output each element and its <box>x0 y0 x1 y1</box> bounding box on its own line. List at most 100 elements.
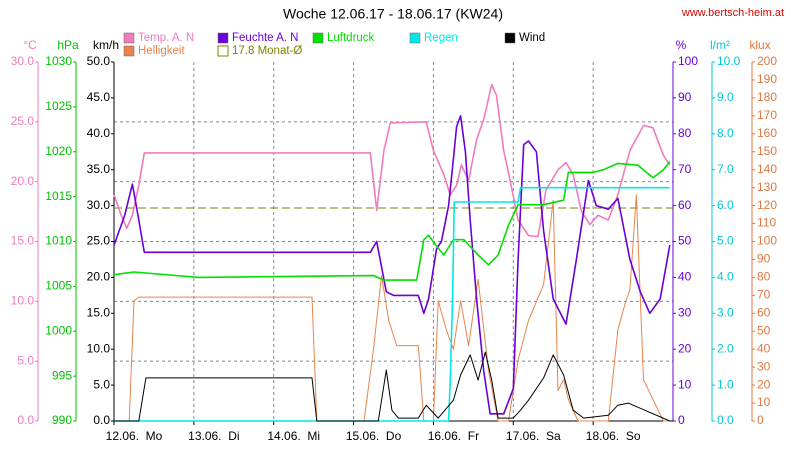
y-tick-label: 1005 <box>45 279 72 293</box>
y-tick-label: 1030 <box>45 54 72 68</box>
chart-title: Woche 12.06.17 - 18.06.17 (KW24) <box>283 6 503 22</box>
x-tick-label: 15.06. Do <box>346 429 402 443</box>
legend-swatch <box>123 45 135 57</box>
legend-swatch <box>217 45 229 57</box>
legend-label: Temp. A. N <box>138 32 194 44</box>
y-tick-label: 30.0 <box>87 198 111 212</box>
y-tick-label: 90 <box>757 252 771 266</box>
y-tick-label: 110 <box>757 216 776 230</box>
y-tick-label: 10.0 <box>87 341 111 355</box>
y-tick-label: 170 <box>757 108 777 122</box>
y-tick-label: 0 <box>757 413 764 427</box>
y-tick-label: 40 <box>678 270 692 284</box>
y-tick-label: 100 <box>757 234 777 248</box>
y-tick-label: 1020 <box>45 144 72 158</box>
y-tick-label: 5.0 <box>17 353 34 367</box>
y-tick-label: 35.0 <box>87 162 111 176</box>
y-tick-label: 7.0 <box>717 162 734 176</box>
y-tick-label: 10 <box>678 377 692 391</box>
y-tick-label: 1015 <box>45 189 72 203</box>
series-line <box>113 83 671 238</box>
legend-label: Luftdruck <box>327 32 375 44</box>
y-tick-label: 200 <box>757 54 777 68</box>
y-tick-label: 90 <box>678 90 692 104</box>
y-tick-label: 0.0 <box>717 413 734 427</box>
series-line <box>114 186 670 422</box>
y-tick-label: 30 <box>678 305 692 319</box>
y-tick-label: 80 <box>678 126 692 140</box>
series-line <box>114 351 670 422</box>
y-tick-label: 20.0 <box>87 270 111 284</box>
axis-unit: °C <box>23 38 37 52</box>
legend-swatch <box>217 32 229 44</box>
x-tick-label: 13.06. Di <box>188 429 239 443</box>
y-tick-label: 150 <box>757 144 777 158</box>
y-tick-label: 995 <box>52 368 72 382</box>
y-tick-label: 190 <box>757 72 777 86</box>
y-tick-label: 180 <box>757 90 777 104</box>
y-tick-label: 30 <box>757 359 771 373</box>
axis-unit: % <box>676 38 687 52</box>
y-tick-label: 100 <box>678 54 698 68</box>
y-tick-label: 1010 <box>45 234 72 248</box>
y-tick-label: 3.0 <box>717 305 734 319</box>
y-tick-label: 0.0 <box>93 413 110 427</box>
axis-unit: klux <box>749 38 770 52</box>
y-tick-label: 40 <box>757 341 771 355</box>
y-tick-label: 140 <box>757 162 777 176</box>
y-tick-label: 45.0 <box>87 90 111 104</box>
y-tick-label: 5.0 <box>717 234 734 248</box>
x-tick-label: 14.06. Mi <box>267 429 320 443</box>
y-tick-label: 160 <box>757 126 777 140</box>
x-tick-label: 18.06. So <box>586 429 641 443</box>
y-tick-label: 20 <box>757 377 771 391</box>
x-tick-label: 17.06. Sa <box>506 429 561 443</box>
series-line <box>113 115 671 415</box>
series-line <box>113 161 671 281</box>
legend-swatch <box>312 32 324 44</box>
y-tick-label: 10.0 <box>717 54 741 68</box>
legend-swatch <box>504 32 516 44</box>
y-tick-label: 60 <box>678 198 692 212</box>
y-tick-label: 15.0 <box>87 305 111 319</box>
legend-label: Helligkeit <box>138 45 185 57</box>
y-tick-label: 9.0 <box>717 90 734 104</box>
y-tick-label: 70 <box>678 162 692 176</box>
legend-label: Regen <box>424 32 458 44</box>
y-tick-label: 1025 <box>45 99 72 113</box>
series-line <box>114 194 670 422</box>
source-label: www.bertsch-heim.at <box>681 7 784 19</box>
x-tick-label: 12.06. Mo <box>106 429 163 443</box>
legend-swatch <box>123 32 135 44</box>
y-tick-label: 2.0 <box>717 341 734 355</box>
legend-label: 17.8 Monat-Ø <box>232 45 302 57</box>
y-tick-label: 60 <box>757 305 771 319</box>
y-tick-label: 6.0 <box>717 198 734 212</box>
y-tick-label: 40.0 <box>87 126 111 140</box>
y-tick-label: 0 <box>678 413 685 427</box>
y-tick-label: 20 <box>678 341 692 355</box>
legend-label: Wind <box>519 32 545 44</box>
y-tick-label: 25.0 <box>11 114 35 128</box>
x-tick-label: 16.06. Fr <box>428 429 479 443</box>
axis-unit: hPa <box>57 38 79 52</box>
y-tick-label: 30.0 <box>11 54 35 68</box>
y-tick-label: 50 <box>757 323 771 337</box>
y-tick-label: 50 <box>678 234 692 248</box>
y-tick-label: 5.0 <box>93 377 110 391</box>
y-tick-label: 1.0 <box>717 377 734 391</box>
axis-unit: km/h <box>93 38 119 52</box>
y-tick-label: 20.0 <box>11 174 35 188</box>
y-tick-label: 15.0 <box>11 234 35 248</box>
y-tick-label: 0.0 <box>17 413 34 427</box>
legend-swatch <box>409 32 421 44</box>
y-tick-label: 25.0 <box>87 234 111 248</box>
y-tick-label: 4.0 <box>717 270 734 284</box>
y-tick-label: 80 <box>757 270 771 284</box>
y-tick-label: 50.0 <box>87 54 111 68</box>
y-tick-label: 70 <box>757 288 771 302</box>
y-tick-label: 8.0 <box>717 126 734 140</box>
y-tick-label: 120 <box>757 198 777 212</box>
